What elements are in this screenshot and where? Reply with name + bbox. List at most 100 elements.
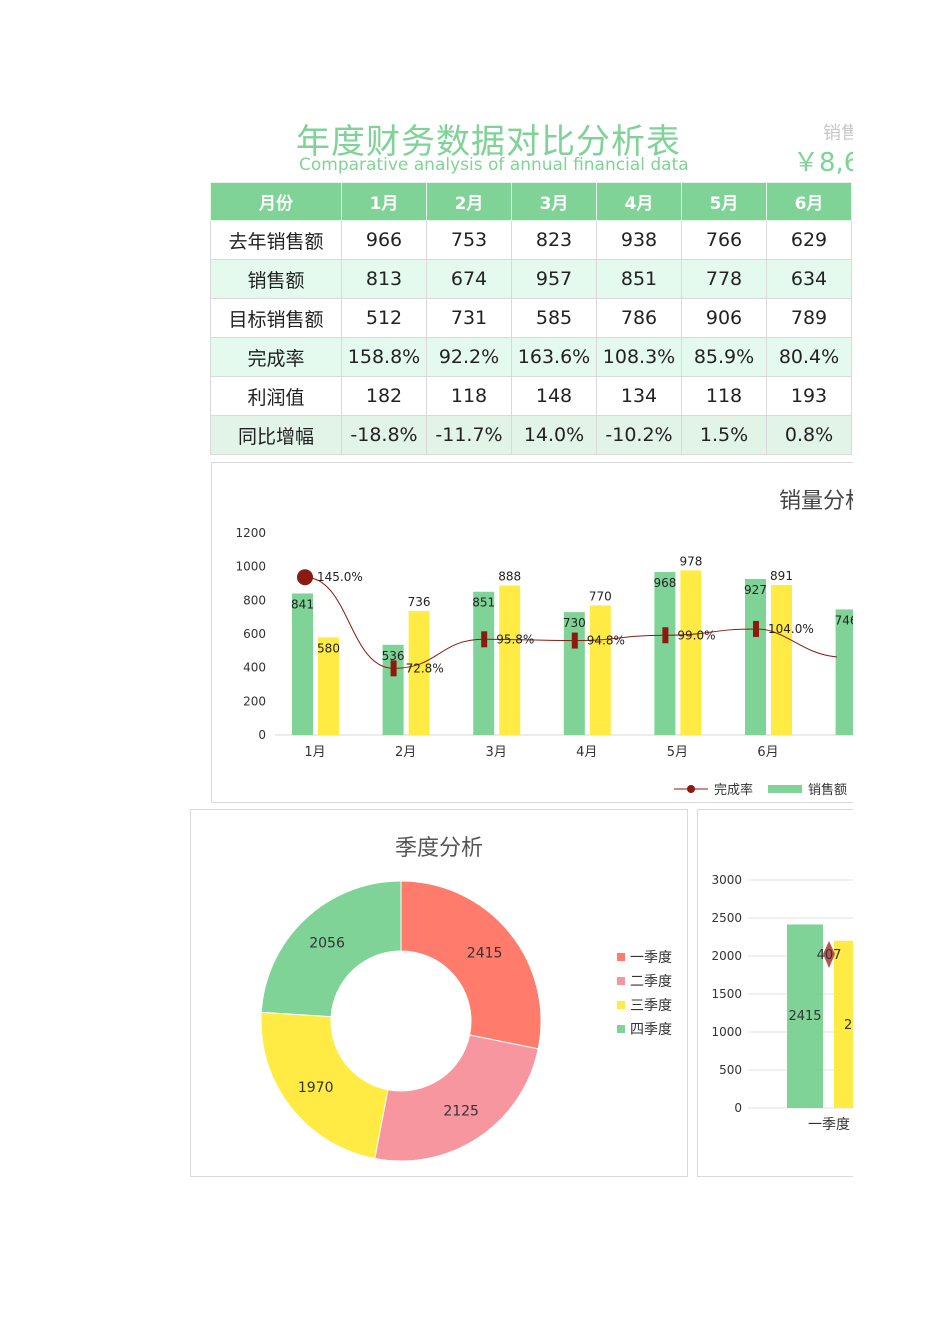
column-header: 3月 — [511, 182, 597, 221]
legend-label: 一季度 — [630, 950, 672, 966]
rate-marker — [297, 569, 313, 586]
quarter-donut-chart: 季度分析 2415 一季度 2125 二季度 1970 三季度 2056 四季度 — [260, 836, 672, 1162]
data-label: 730 — [563, 616, 586, 630]
x-tick-label: 一季度 — [808, 1117, 850, 1133]
table-row: 去年销售额 966 753 823 938 766 629 — [210, 220, 852, 260]
bar-q1-target — [834, 940, 853, 1108]
table-cell: -10.2% — [596, 415, 682, 455]
page-subtitle: Comparative analysis of annual financial… — [299, 155, 689, 175]
data-label: 888 — [498, 570, 521, 584]
chart-title: 季度分析 — [395, 836, 483, 861]
table-cell: 753 — [426, 220, 512, 260]
data-label: 2415 — [788, 1009, 821, 1024]
rate-marker — [390, 660, 397, 677]
table-cell: 823 — [511, 220, 597, 260]
bar-sales — [745, 578, 766, 735]
table-cell: 957 — [511, 259, 597, 299]
quarter-bar-panel: 0 500 1000 1500 2000 2500 3000 2415 220 407 一季度 — [697, 809, 853, 1177]
data-label: 841 — [291, 597, 314, 611]
table-cell: 512 — [341, 298, 427, 338]
table-cell: 118 — [681, 376, 767, 416]
table-cell: 906 — [681, 298, 767, 338]
column-header: 2月 — [426, 182, 512, 221]
table-row: 销售额 813 674 957 851 778 634 — [210, 259, 852, 299]
rate-marker — [571, 632, 578, 649]
marker-diamond — [823, 941, 835, 968]
legend-swatch — [617, 977, 625, 985]
data-label: 927 — [744, 583, 767, 597]
table-cell: 731 — [426, 298, 512, 338]
table-cell: 182 — [341, 376, 427, 416]
donut-slice — [260, 1011, 389, 1160]
data-label: 891 — [770, 569, 793, 583]
rate-label: 104.0% — [768, 622, 814, 636]
data-label: 851 — [472, 596, 495, 610]
x-tick-label: 4月 — [576, 745, 597, 760]
table-cell: 778 — [681, 259, 767, 299]
data-label: 580 — [317, 641, 340, 655]
rate-marker — [753, 620, 759, 637]
row-label: 同比增幅 — [210, 415, 342, 455]
table-row: 利润值 182 118 148 134 118 193 — [210, 376, 852, 416]
y-tick-label: 800 — [243, 593, 266, 607]
table-cell: 766 — [681, 220, 767, 260]
data-label: 968 — [653, 576, 676, 590]
y-tick-label: 0 — [258, 728, 266, 742]
rate-marker — [662, 627, 669, 644]
legend-bar-swatch — [768, 785, 802, 793]
legend-label: 二季度 — [630, 974, 672, 990]
y-tick-label: 1000 — [711, 1025, 742, 1039]
legend-label: 完成率 — [714, 782, 753, 798]
table-cell: 629 — [766, 220, 852, 260]
y-tick-label: 3000 — [711, 873, 742, 887]
page-title: 年度财务数据对比分析表 — [296, 122, 681, 162]
bar-sales — [563, 612, 585, 735]
rate-label: 94.8% — [587, 634, 625, 648]
table-cell: 14.0% — [511, 415, 597, 455]
slice-label: 2415 — [467, 946, 503, 962]
table-cell: 1.5% — [681, 415, 767, 455]
legend-label: 销售额 — [808, 782, 847, 798]
table-cell: 85.9% — [681, 337, 767, 377]
row-label: 销售额 — [210, 259, 342, 299]
quarter-bar-chart: 0 500 1000 1500 2000 2500 3000 2415 220 407 一季度 — [711, 873, 853, 1133]
financial-data-table: 月份 1月 2月 3月 4月 5月 6月 去年销售额 966 753 823 9… — [210, 182, 852, 455]
table-cell: 966 — [341, 220, 427, 260]
y-tick-label: 0 — [734, 1101, 742, 1115]
chart-title: 销量分析 — [779, 489, 853, 514]
legend-swatch — [617, 1025, 625, 1033]
bar-target — [499, 585, 521, 735]
table-row: 同比增幅 -18.8% -11.7% 14.0% -10.2% 1.5% 0.8… — [210, 415, 852, 455]
legend-swatch — [617, 1001, 625, 1009]
table-cell: 92.2% — [426, 337, 512, 377]
table-header-row: 月份 1月 2月 3月 4月 5月 6月 — [210, 182, 852, 221]
row-label: 利润值 — [210, 376, 342, 416]
donut-slice — [374, 1034, 539, 1162]
bar-target — [318, 637, 339, 735]
table-cell: 674 — [426, 259, 512, 299]
table-row: 完成率 158.8% 92.2% 163.6% 108.3% 85.9% 80.… — [210, 337, 852, 377]
legend-swatch — [617, 953, 625, 961]
y-tick-label: 500 — [719, 1063, 742, 1077]
bar-q1-sales — [787, 924, 823, 1108]
y-tick-label: 1500 — [711, 987, 742, 1001]
rate-label: 72.8% — [406, 661, 444, 675]
bar-target — [771, 585, 792, 735]
y-tick-label: 200 — [243, 694, 266, 708]
row-label: 目标销售额 — [210, 298, 342, 338]
y-tick-label: 400 — [243, 661, 266, 675]
donut-slice — [400, 880, 542, 1050]
table-cell: 0.8% — [766, 415, 852, 455]
legend-label: 四季度 — [630, 1022, 672, 1038]
kpi-label: 销售 — [823, 123, 853, 144]
data-label: 536 — [382, 649, 405, 663]
table-cell: 786 — [596, 298, 682, 338]
slice-label: 2125 — [443, 1104, 479, 1120]
column-header: 5月 — [681, 182, 767, 221]
x-tick-label: 3月 — [486, 745, 507, 760]
table-cell: 813 — [341, 259, 427, 299]
y-tick-label: 1200 — [235, 526, 266, 540]
bar-target — [680, 570, 702, 735]
y-tick-label: 2000 — [711, 949, 742, 963]
sales-chart-panel: 销量分析0200400600800100012001月2月3月4月5月6月784… — [211, 462, 853, 803]
